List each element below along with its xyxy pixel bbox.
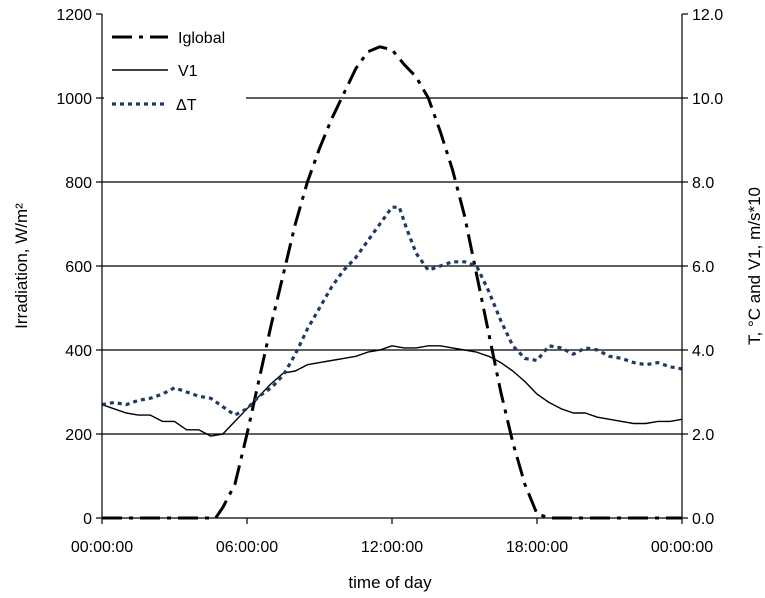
gridlines: [102, 97, 682, 435]
legend-label-v1: V1: [178, 63, 198, 80]
right-y-tick-label: 12.0: [692, 7, 723, 24]
right-y-axis-label: T, °C and V1, m/s*10: [745, 187, 764, 345]
left-y-tick-label: 600: [65, 259, 92, 276]
left-y-tick-label: 1200: [56, 7, 92, 24]
x-tick-label: 06:00:00: [216, 539, 278, 556]
right-y-tick-label: 10.0: [692, 91, 723, 108]
legend: Iglobal V1 ΔT: [104, 20, 246, 142]
x-tick-label: 12:00:00: [361, 539, 423, 556]
right-y-tick-label: 2.0: [692, 427, 714, 444]
left-y-tick-label: 200: [65, 427, 92, 444]
legend-label-iglobal: Iglobal: [178, 30, 225, 47]
right-y-tick-label: 0.0: [692, 511, 714, 528]
right-y-tick-label: 8.0: [692, 175, 714, 192]
x-tick-label: 00:00:00: [71, 539, 133, 556]
x-axis-label: time of day: [348, 573, 432, 592]
left-y-tick-label: 1000: [56, 91, 92, 108]
x-tick-label: 18:00:00: [506, 539, 568, 556]
left-y-tick-label: 800: [65, 175, 92, 192]
x-tick-label: 00:00:00: [651, 539, 713, 556]
series-line-iglobal: [102, 45, 682, 520]
right-y-tick-label: 6.0: [692, 259, 714, 276]
series-layer: [101, 45, 683, 520]
left-y-tick-label: 0: [83, 511, 92, 528]
tick-labels: 0 200 400 600 800 1000 1200 0.0 2.0 4.0 6.0 8.0 10.0…: [56, 7, 723, 556]
right-y-tick-label: 4.0: [692, 343, 714, 360]
left-y-tick-label: 400: [65, 343, 92, 360]
left-y-axis-label: Irradiation, W/m²: [12, 203, 31, 329]
legend-background: [104, 20, 246, 142]
series-line-delta-t: [101, 205, 683, 417]
legend-label-delta-t: ΔT: [176, 97, 197, 114]
series-line-v1: [101, 345, 683, 437]
